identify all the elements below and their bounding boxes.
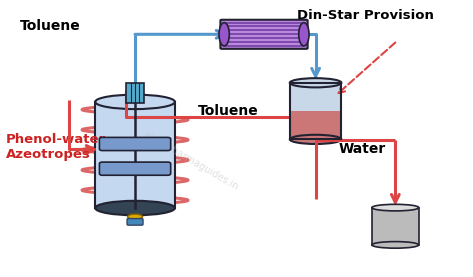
Ellipse shape (219, 23, 229, 46)
Ellipse shape (95, 201, 175, 215)
FancyBboxPatch shape (127, 219, 143, 225)
Text: Toluene: Toluene (20, 19, 81, 33)
Bar (95, 102, 175, 208)
Ellipse shape (372, 242, 419, 248)
Text: www.pharmaguides.in: www.pharmaguides.in (142, 129, 241, 192)
Bar (372, 207, 419, 245)
Ellipse shape (290, 135, 342, 144)
Text: Water: Water (339, 142, 386, 157)
Bar (290, 83, 342, 139)
Ellipse shape (372, 204, 419, 211)
Ellipse shape (95, 95, 175, 109)
Bar (290, 83, 342, 111)
FancyBboxPatch shape (220, 20, 307, 49)
Bar (290, 111, 342, 139)
Ellipse shape (128, 214, 142, 219)
FancyBboxPatch shape (99, 162, 171, 175)
Text: Din-Star Provision: Din-Star Provision (297, 9, 434, 22)
FancyBboxPatch shape (99, 137, 171, 151)
Ellipse shape (299, 23, 309, 46)
Bar (126, 83, 144, 103)
Ellipse shape (290, 78, 342, 87)
Text: Toluene: Toluene (198, 104, 259, 118)
Text: Phenol-water
Azeotropes: Phenol-water Azeotropes (6, 133, 106, 161)
